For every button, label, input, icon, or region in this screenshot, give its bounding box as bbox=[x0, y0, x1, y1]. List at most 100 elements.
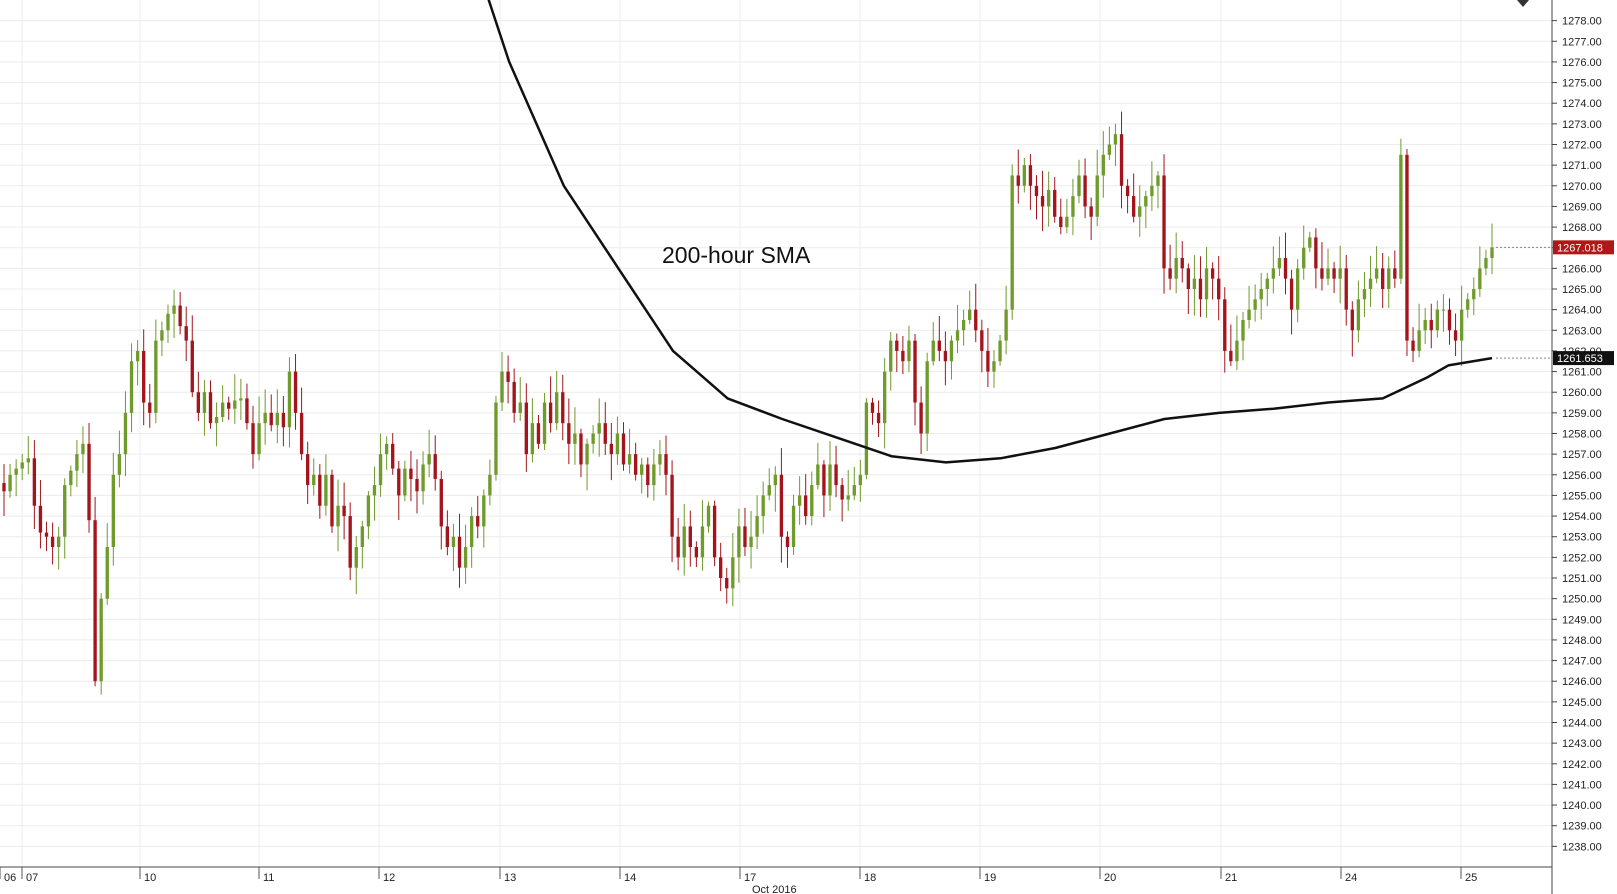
candle-body bbox=[767, 485, 771, 496]
candle-body bbox=[627, 454, 632, 465]
candle-body bbox=[573, 433, 577, 444]
y-tick-label: 1249.00 bbox=[1562, 614, 1602, 626]
candle-body bbox=[160, 330, 164, 341]
candle-body bbox=[1356, 299, 1361, 331]
candle-body bbox=[652, 464, 656, 486]
candle-body bbox=[1107, 144, 1112, 155]
candle-body bbox=[980, 330, 984, 351]
candle-body bbox=[8, 474, 12, 492]
candle-body bbox=[257, 423, 261, 455]
y-tick-label: 1276.00 bbox=[1562, 57, 1602, 69]
candle-body bbox=[293, 371, 298, 413]
date-label: 14 bbox=[624, 872, 636, 884]
candle-body bbox=[858, 474, 863, 486]
y-tick-label: 1243.00 bbox=[1562, 738, 1602, 750]
candle-body bbox=[281, 412, 286, 428]
candle-body bbox=[269, 412, 273, 426]
candle-body bbox=[1265, 278, 1269, 289]
candle-body bbox=[870, 402, 875, 413]
date-label: 12 bbox=[383, 872, 395, 884]
candle-body bbox=[135, 350, 140, 362]
candle-body bbox=[81, 443, 85, 455]
candle-body bbox=[524, 402, 528, 455]
date-label: 07 bbox=[26, 872, 38, 884]
candle-body bbox=[1065, 216, 1069, 228]
candle-body bbox=[1022, 165, 1027, 186]
candle-body bbox=[822, 464, 826, 496]
candle-body bbox=[99, 598, 103, 682]
candle-body bbox=[561, 392, 565, 424]
candle-body bbox=[439, 478, 443, 527]
candle-body bbox=[1125, 185, 1130, 197]
candle-body bbox=[1429, 319, 1433, 331]
candle-body bbox=[1168, 268, 1172, 279]
y-tick-label: 1273.00 bbox=[1562, 119, 1602, 131]
candle-body bbox=[476, 516, 480, 527]
candle-body bbox=[451, 536, 456, 548]
candle-body bbox=[20, 462, 24, 469]
date-label: 11 bbox=[263, 872, 274, 884]
candle-body bbox=[968, 309, 972, 320]
candle-body bbox=[1447, 309, 1452, 331]
candle-body bbox=[148, 402, 152, 413]
candle-body bbox=[1016, 175, 1020, 186]
candle-body bbox=[1253, 299, 1257, 310]
sma-line bbox=[487, 0, 1493, 464]
candle-body bbox=[494, 402, 498, 475]
y-tick-label: 1271.00 bbox=[1562, 160, 1602, 172]
candle-body bbox=[354, 547, 358, 568]
y-tick-label: 1259.00 bbox=[1562, 408, 1602, 420]
candle-body bbox=[1411, 340, 1415, 351]
candle-body bbox=[1271, 268, 1276, 279]
date-label: 25 bbox=[1465, 872, 1477, 884]
y-tick-label: 1245.00 bbox=[1562, 697, 1602, 709]
candle-body bbox=[749, 536, 753, 548]
candle-body bbox=[694, 547, 699, 558]
candle-body bbox=[463, 547, 468, 568]
candle-body bbox=[737, 526, 741, 558]
candle-body bbox=[937, 340, 941, 351]
candle-body bbox=[336, 505, 340, 527]
candle-body bbox=[1417, 330, 1421, 351]
y-tick-label: 1239.00 bbox=[1562, 821, 1602, 833]
candle-body bbox=[718, 557, 723, 578]
candle-body bbox=[1186, 268, 1190, 289]
candle-body bbox=[591, 433, 595, 444]
candle-body bbox=[1466, 299, 1470, 310]
candle-body bbox=[1393, 268, 1397, 279]
candle-body bbox=[227, 402, 231, 409]
y-tick-label: 1272.00 bbox=[1562, 140, 1602, 152]
candle-body bbox=[342, 505, 346, 517]
y-tick-label: 1263.00 bbox=[1562, 325, 1602, 337]
candle-body bbox=[1484, 258, 1488, 269]
candle-body bbox=[834, 464, 838, 486]
candle-body bbox=[427, 454, 431, 465]
candle-body bbox=[1381, 268, 1385, 289]
y-tick-label: 1246.00 bbox=[1562, 676, 1602, 688]
candle-body bbox=[1040, 196, 1045, 207]
candle-body bbox=[1095, 175, 1099, 217]
y-tick-label: 1255.00 bbox=[1562, 490, 1602, 502]
candle-body bbox=[56, 536, 61, 548]
candle-body bbox=[1101, 154, 1105, 176]
candle-body bbox=[1302, 247, 1306, 269]
price-tag-bg bbox=[1553, 240, 1614, 255]
candle-body bbox=[688, 526, 692, 548]
candle-body bbox=[1083, 175, 1087, 207]
candle-body bbox=[579, 433, 583, 465]
candle-body bbox=[1077, 175, 1081, 197]
date-label: 17 bbox=[744, 872, 756, 884]
candle-body bbox=[779, 474, 784, 537]
candle-body bbox=[1198, 278, 1203, 300]
candle-body bbox=[555, 392, 559, 424]
candle-body bbox=[403, 468, 407, 496]
candle-body bbox=[1472, 289, 1476, 300]
candle-body bbox=[1490, 247, 1494, 259]
candle-body bbox=[567, 423, 571, 444]
y-tick-label: 1278.00 bbox=[1562, 16, 1602, 28]
candle-body bbox=[1344, 268, 1348, 310]
y-tick-label: 1269.00 bbox=[1562, 201, 1602, 213]
candle-body bbox=[378, 454, 383, 486]
candle-body bbox=[1362, 289, 1367, 300]
candle-body bbox=[38, 505, 43, 533]
